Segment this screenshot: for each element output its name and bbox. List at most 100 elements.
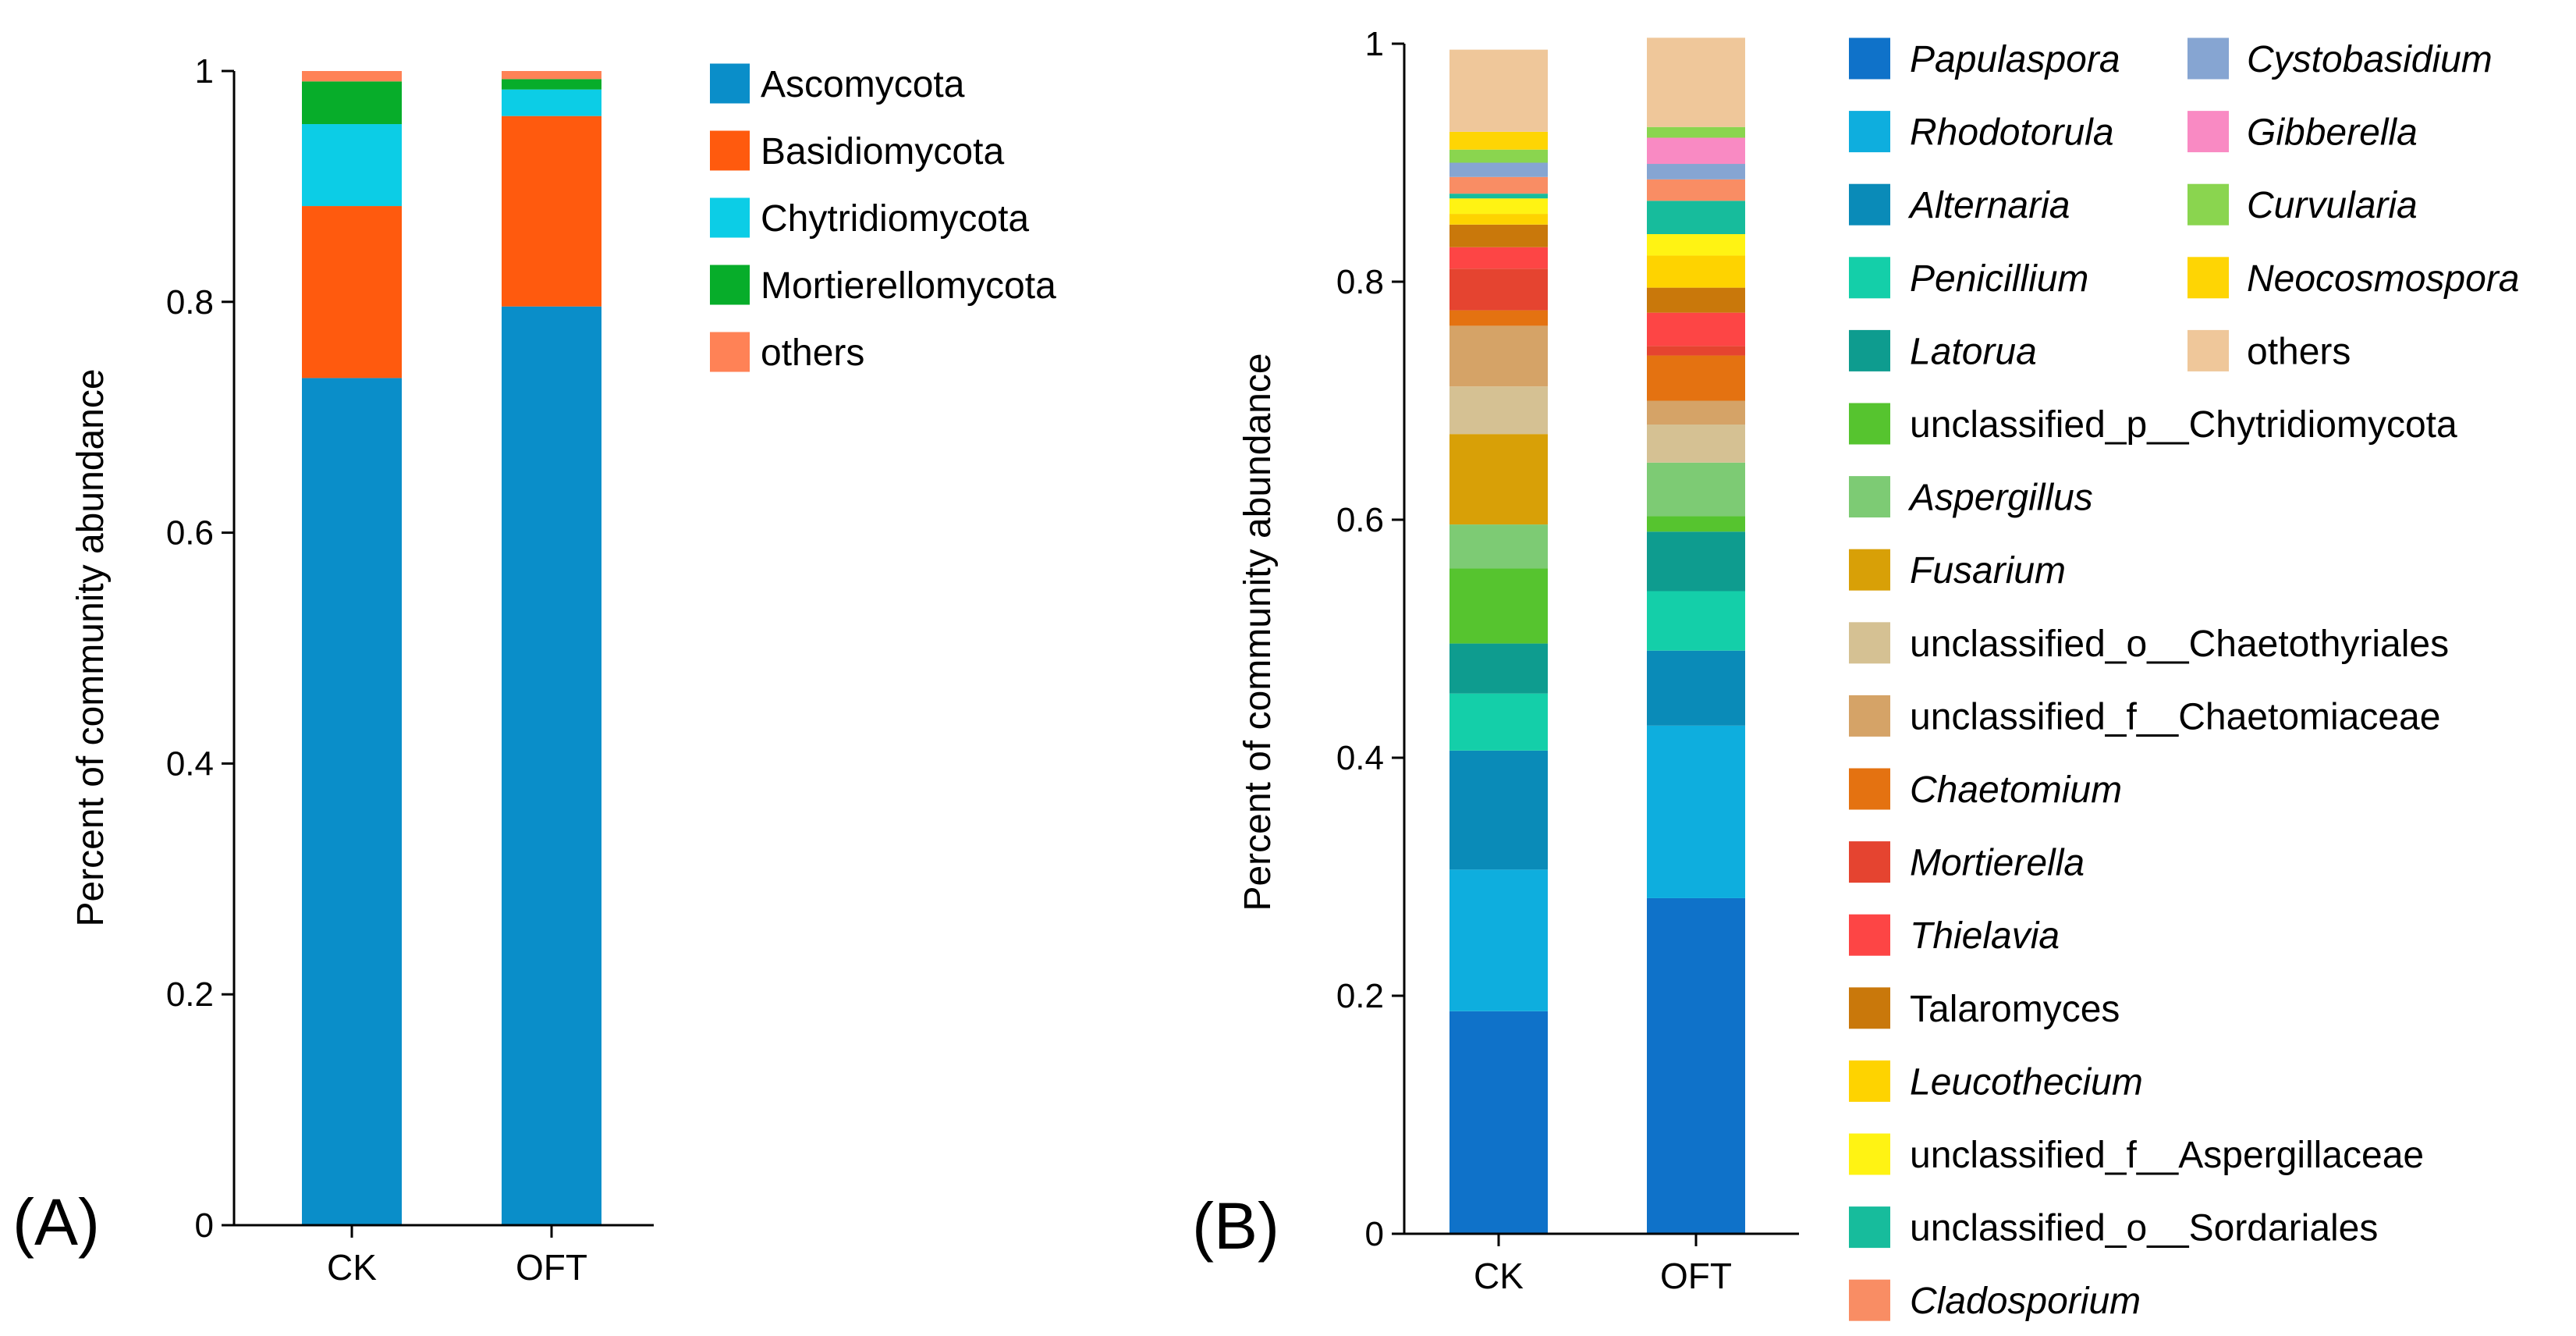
legend-item: Talaromyces [1849,987,2120,1030]
legend-label: unclassified_f__Aspergillaceae [1910,1135,2424,1176]
bar-segment-oft-15 [1647,234,1745,256]
bar-segment-oft-17 [1647,179,1745,201]
legend-label: others [761,332,864,374]
legend-label: Cladosporium [1910,1281,2141,1322]
bar-segment-ck-22 [1449,49,1548,132]
legend-swatch [1849,987,1890,1029]
x-tick-label: CK [327,1247,377,1288]
bar-segment-oft-1 [502,115,601,307]
legend-swatch [1849,1133,1890,1175]
bar-segment-ck-16 [1449,194,1548,199]
legend-label: Leucothecium [1910,1061,2143,1103]
panel-label: (A) [12,1185,100,1259]
bar-segment-ck-8 [1449,386,1548,435]
legend-item: Chytridiomycota [710,197,1029,240]
legend-label: Rhodotorula [1910,112,2114,154]
bar-segment-ck-3 [302,81,402,125]
legend-label: Cystobasidium [2247,39,2493,80]
legend-item: Aspergillus [1849,476,2093,519]
bar-segment-ck-0 [302,378,402,1225]
bar-segment-ck-1 [1449,869,1548,1011]
legend-swatch [1849,549,1890,591]
y-tick-label: 0.8 [1336,263,1384,301]
legend-item: Leucothecium [1849,1060,2143,1103]
bar-segment-oft-2 [1647,650,1745,726]
legend-label: Basidiomycota [761,131,1004,172]
legend-swatch [2187,257,2229,299]
legend-item: Rhodotorula [1849,111,2114,154]
bar-segment-oft-0 [502,306,601,1225]
y-tick-label: 0.2 [1336,977,1384,1015]
legend-item: unclassified_o__Sordariales [1849,1206,2378,1249]
bar-segment-ck-20 [1449,149,1548,163]
legend-item: Ascomycota [710,63,965,105]
legend-swatch [710,332,750,372]
y-tick-label: 0.4 [1336,739,1384,777]
x-tick-label: OFT [516,1247,587,1288]
legend-label: Penicillium [1910,258,2088,300]
legend-label: Gibberella [2247,112,2418,154]
legend-item: Gibberella [2187,111,2418,154]
legend-swatch [2187,37,2229,80]
bar-segment-oft-12 [1647,312,1745,346]
legend-item: unclassified_p__Chytridiomycota [1849,403,2457,446]
legend-swatch [1849,111,1890,153]
bar-segment-ck-18 [1449,162,1548,177]
bar-segment-oft-4 [502,71,601,80]
legend-item: Thielavia [1849,914,2060,957]
x-tick-label: CK [1474,1256,1524,1296]
legend-label: Neocosmospora [2247,258,2520,300]
y-tick-label: 1 [1365,25,1384,63]
legend-swatch [710,197,750,238]
legend-item: Papulaspora [1849,37,2120,80]
legend-swatch [1849,841,1890,883]
legend-swatch [1849,403,1890,445]
y-axis-label: Percent of community abundance [1237,353,1279,911]
bar-segment-oft-11 [1647,346,1745,356]
bar-segment-ck-4 [302,71,402,82]
bar-segment-ck-21 [1449,131,1548,150]
legend-swatch [1849,1060,1890,1102]
legend-swatch [1849,768,1890,810]
legend-swatch [1849,914,1890,956]
bar-segment-ck-12 [1449,247,1548,269]
legend-item: Fusarium [1849,549,2066,592]
bar-segment-ck-10 [1449,310,1548,326]
legend-label: Ascomycota [761,64,965,105]
bar-segment-oft-8 [1647,425,1745,463]
legend-label: Aspergillus [1907,478,2093,519]
bar-segment-ck-15 [1449,198,1548,215]
legend-swatch [710,63,750,104]
legend-item: Mortierellomycota [710,265,1056,307]
bar-segment-ck-17 [1449,176,1548,194]
legend-swatch [2187,111,2229,153]
bar-segment-ck-14 [1449,214,1548,225]
bar-segment-ck-0 [1449,1011,1548,1234]
legend-label: Latorua [1910,331,2037,372]
bar-segment-ck-2 [302,124,402,207]
bar-segment-oft-13 [1647,287,1745,313]
bar-segment-oft-18 [1647,164,1745,179]
legend-swatch [710,265,750,305]
panel-label: (B) [1192,1189,1279,1263]
bar-segment-oft-4 [1647,531,1745,592]
legend-item: Alternaria [1849,183,2070,226]
bar-segment-ck-1 [302,206,402,378]
legend-label: Mortierellomycota [761,265,1056,307]
legend-item: unclassified_f__Chaetomiaceae [1849,695,2440,737]
legend-label: Fusarium [1910,550,2066,592]
legend-swatch [1849,257,1890,299]
legend-label: unclassified_p__Chytridiomycota [1910,404,2457,446]
y-tick-label: 0.8 [166,283,214,322]
legend-item: Latorua [1849,329,2037,372]
bar-segment-oft-14 [1647,255,1745,288]
legend-swatch [1849,1279,1890,1321]
y-axis-label: Percent of community abundance [70,368,112,926]
legend-label: unclassified_o__Chaetothyriales [1910,624,2449,665]
bar-segment-oft-19 [1647,137,1745,165]
legend-label: Thielavia [1910,915,2060,957]
bar-segment-ck-11 [1449,268,1548,311]
bar-segment-ck-3 [1449,693,1548,751]
y-tick-label: 0.4 [166,744,214,783]
bars-b [1449,37,1745,1234]
